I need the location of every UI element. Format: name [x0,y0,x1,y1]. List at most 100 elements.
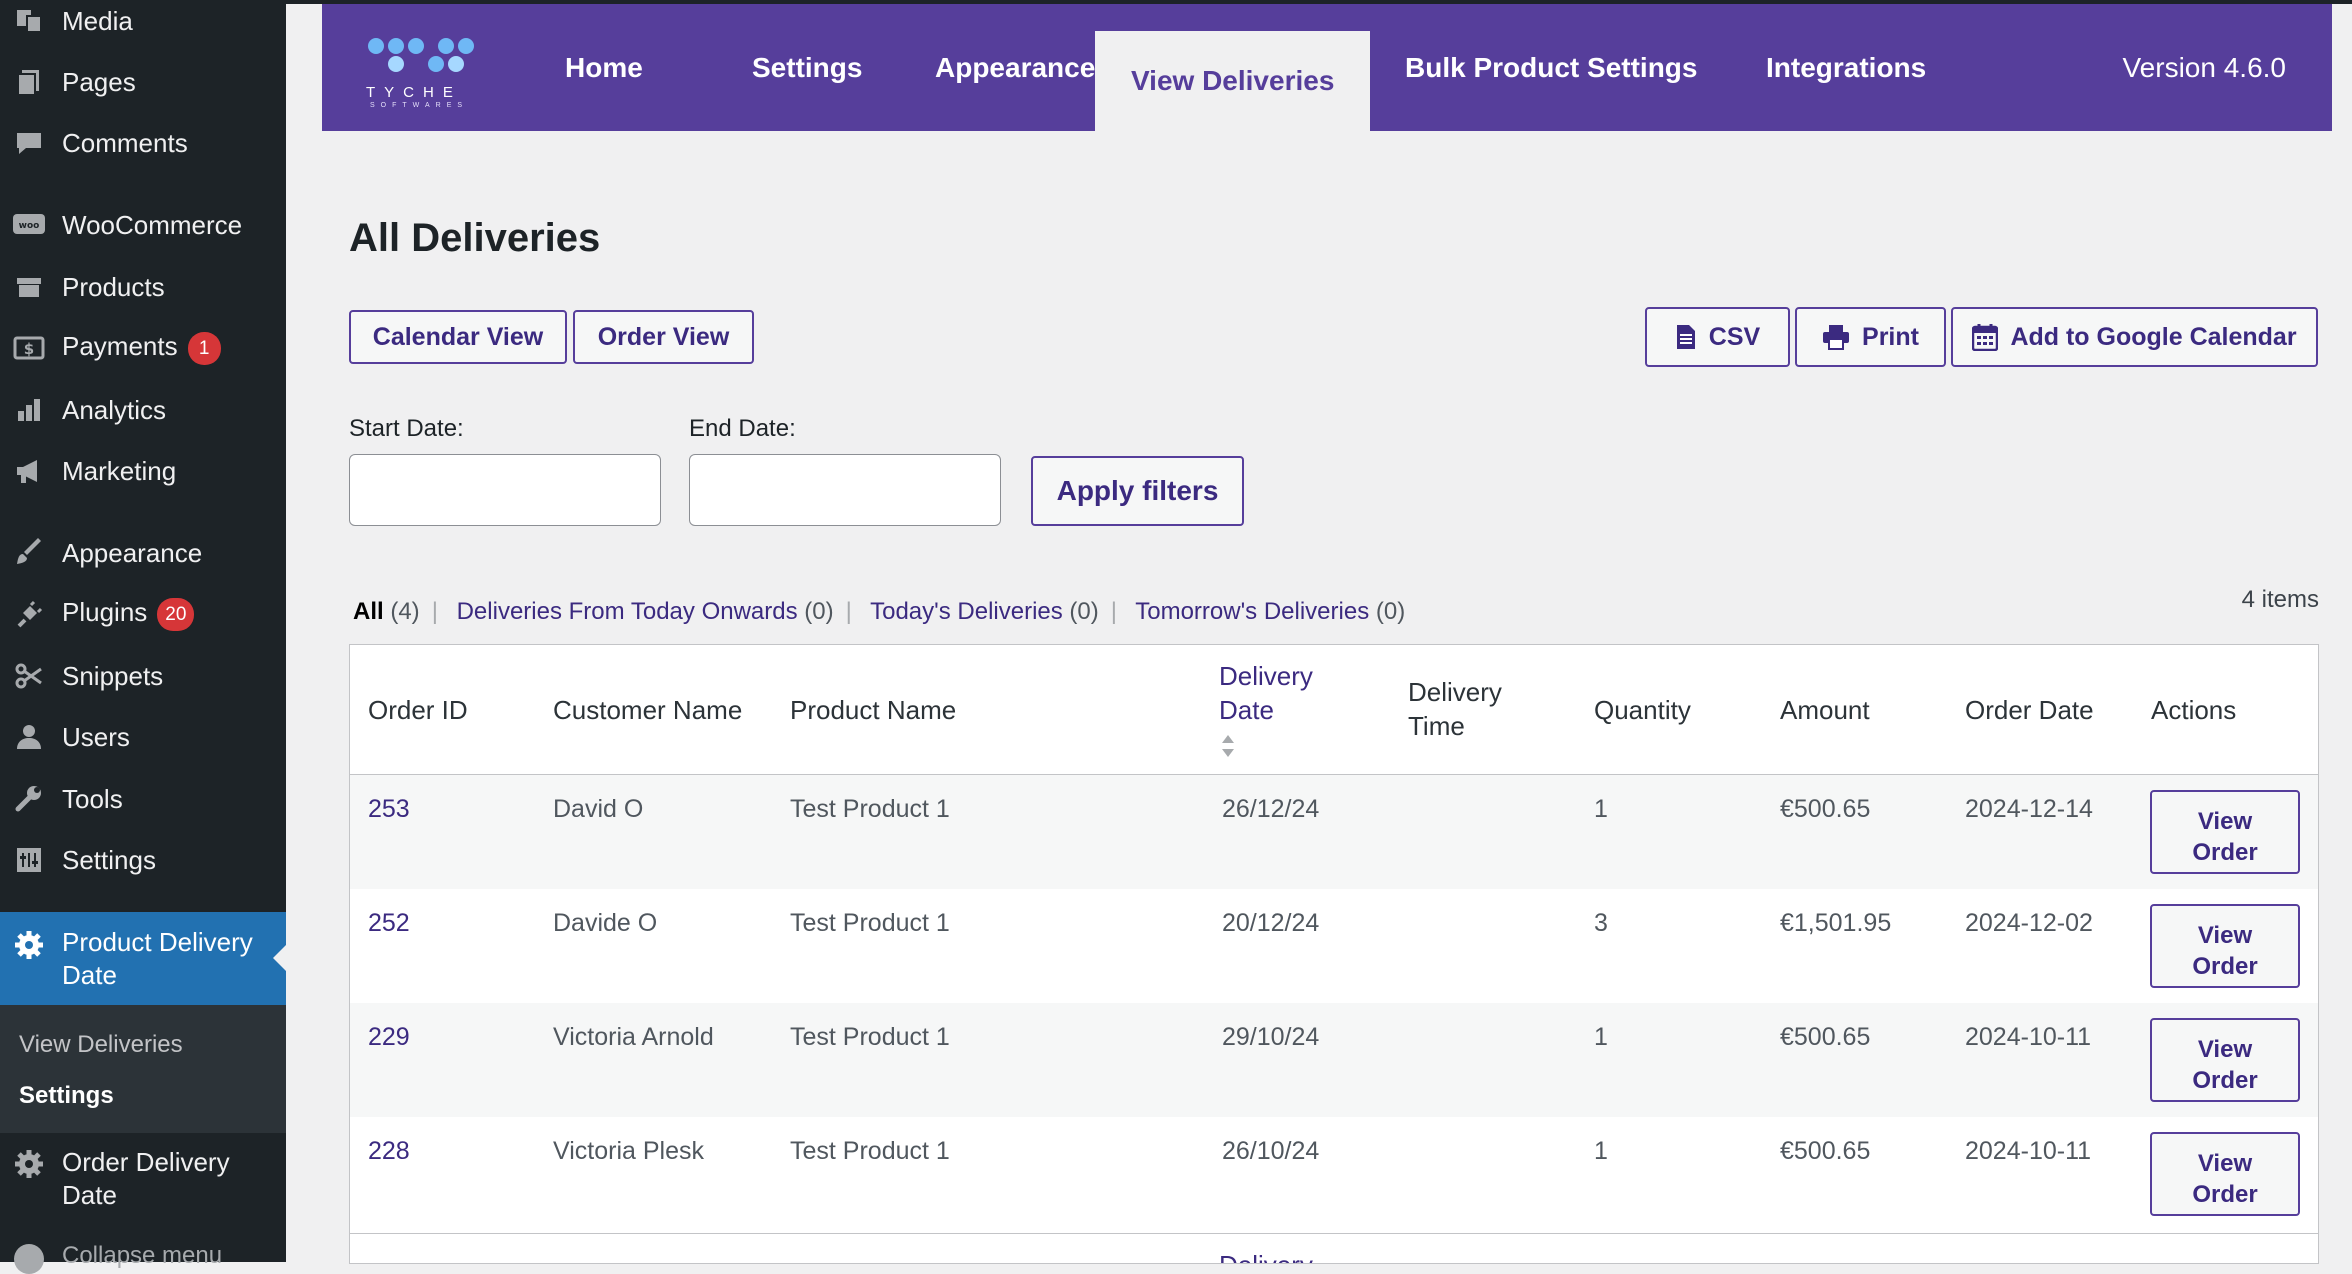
plugin-version: Version 4.6.0 [2122,51,2286,83]
sidebar-item-label: Snippets [62,660,164,691]
sidebar-item-tools[interactable]: Tools [0,769,286,829]
sidebar-item-appearance[interactable]: Appearance [0,523,286,583]
end-date-label: End Date: [689,415,796,442]
sidebar-item-users[interactable]: Users [0,707,286,767]
sidebar-item-pages[interactable]: Pages [0,52,286,112]
view-filters: All (4) | Deliveries From Today Onwards (… [353,598,1406,625]
plugins-count-badge: 20 [157,597,195,631]
tab-integrations[interactable]: Integrations [1766,51,1927,83]
sidebar-item-comments[interactable]: Comments [0,113,286,173]
document-icon [1676,325,1695,349]
calendar-view-button[interactable]: Calendar View [349,310,567,364]
product-name: Test Product 1 [790,1137,950,1165]
sidebar-item-order-delivery-date[interactable]: Order Delivery Date [0,1133,286,1233]
view-today[interactable]: Today's Deliveries [870,598,1063,625]
gear-icon [12,1147,46,1181]
plugin-header: TYCHE SOFTWARES Home Settings Appearance… [322,4,2332,131]
view-order-button[interactable]: View Order [2150,904,2300,988]
sidebar-item-label: Product Delivery [62,927,253,957]
customer-name: Davide O [553,909,658,937]
view-order-line1: View [2197,1035,2253,1063]
start-date-input[interactable] [349,454,661,526]
view-order-line1: View [2197,921,2253,949]
view-order-button[interactable]: View Order [2150,790,2300,874]
print-button[interactable]: Print [1795,307,1946,367]
collapse-icon [14,1244,44,1274]
sidebar-item-products[interactable]: Products [0,257,286,317]
csv-button[interactable]: CSV [1645,307,1790,367]
users-icon [12,720,46,754]
sort-arrows-icon [1222,735,1234,757]
order-date: 2024-10-11 [1965,1023,2092,1051]
view-order-line1: View [2197,807,2253,835]
customer-name: David O [553,795,644,823]
add-to-google-calendar-button[interactable]: Add to Google Calendar [1951,307,2318,367]
end-date-input[interactable] [689,454,1001,526]
view-order-button[interactable]: View Order [2150,1018,2300,1102]
order-view-button[interactable]: Order View [573,310,754,364]
product-name: Test Product 1 [790,1023,950,1051]
tab-view-deliveries[interactable]: View Deliveries [1095,31,1371,131]
admin-sidebar: Media Pages Comments woo WooCommerce Pro… [0,0,287,1274]
view-tomorrow-count: (0) [1375,598,1406,625]
amount: €1,501.95 [1780,909,1892,937]
scissors-icon [12,659,46,693]
printer-icon [1823,325,1850,350]
start-date-label: Start Date: [349,415,464,442]
sidebar-item-woocommerce[interactable]: woo WooCommerce [0,195,286,255]
apply-filters-button[interactable]: Apply filters [1031,456,1244,526]
sidebar-item-media[interactable]: Media [0,0,286,51]
footer-delivery-date-sort[interactable]: Delivery [1219,1248,1313,1263]
product-name: Test Product 1 [790,795,950,823]
paintbrush-icon [12,536,46,570]
analytics-icon [12,393,46,427]
amount: €500.65 [1780,1137,1871,1165]
sidebar-item-snippets[interactable]: Snippets [0,646,286,706]
view-order-button[interactable]: View Order [2150,1132,2300,1216]
col-order-id: Order ID [368,695,468,725]
delivery-date: 29/10/24 [1222,1023,1320,1051]
tab-appearance[interactable]: Appearance [935,51,1096,83]
tab-home[interactable]: Home [565,51,643,83]
sidebar-item-label: Order Delivery [62,1147,230,1177]
col-actions: Actions [2151,695,2237,725]
payments-count-badge: 1 [187,331,221,365]
view-today-count: (0) [1069,598,1099,625]
collapse-menu-button[interactable]: Collapse menu [0,1240,286,1274]
view-order-line2: Order [2192,1066,2258,1094]
sidebar-item-marketing[interactable]: Marketing [0,441,286,501]
sidebar-item-analytics[interactable]: Analytics [0,380,286,440]
col-delivery-date-sort[interactable]: Delivery Date [1219,659,1313,757]
sidebar-item-payments[interactable]: $ Payments 1 [0,318,286,378]
order-id-link[interactable]: 253 [368,795,410,823]
col-product-name: Product Name [790,695,957,725]
delivery-date: 26/12/24 [1222,795,1320,823]
calendar-icon [1972,324,1999,351]
order-id-link[interactable]: 252 [368,909,410,937]
active-menu-arrow [273,944,287,972]
view-all[interactable]: All [353,598,384,625]
sidebar-item-product-delivery-date[interactable]: Product Delivery Date [0,912,287,1005]
collapse-menu-label: Collapse menu [62,1242,223,1269]
customer-name: Victoria Arnold [553,1023,714,1051]
sidebar-item-label: Payments [62,331,178,362]
table-row: 253 David O Test Product 1 26/12/24 1 €5… [350,775,2318,889]
order-id-link[interactable]: 228 [368,1137,410,1165]
quantity: 3 [1594,909,1608,937]
order-date: 2024-12-02 [1965,909,2093,937]
submenu-item-settings[interactable]: Settings [19,1082,114,1109]
submenu-item-view-deliveries[interactable]: View Deliveries [19,1031,183,1058]
order-id-link[interactable]: 229 [368,1023,410,1051]
view-tomorrow[interactable]: Tomorrow's Deliveries [1135,598,1370,625]
tab-bulk-product-settings[interactable]: Bulk Product Settings [1405,51,1698,83]
col-delivery-time: Delivery Time [1408,675,1502,743]
col-delivery-date-line1: Delivery [1219,661,1313,691]
deliveries-table: Order ID Customer Name Product Name Deli… [349,644,2319,1264]
tab-settings[interactable]: Settings [752,51,863,83]
sidebar-item-settings[interactable]: Settings [0,830,286,890]
view-from-today[interactable]: Deliveries From Today Onwards [456,598,798,625]
svg-text:$: $ [24,340,34,358]
col-delivery-time-line1: Delivery [1408,677,1502,707]
sidebar-item-plugins[interactable]: Plugins 20 [0,584,286,644]
sidebar-item-label: Date [62,1180,117,1210]
